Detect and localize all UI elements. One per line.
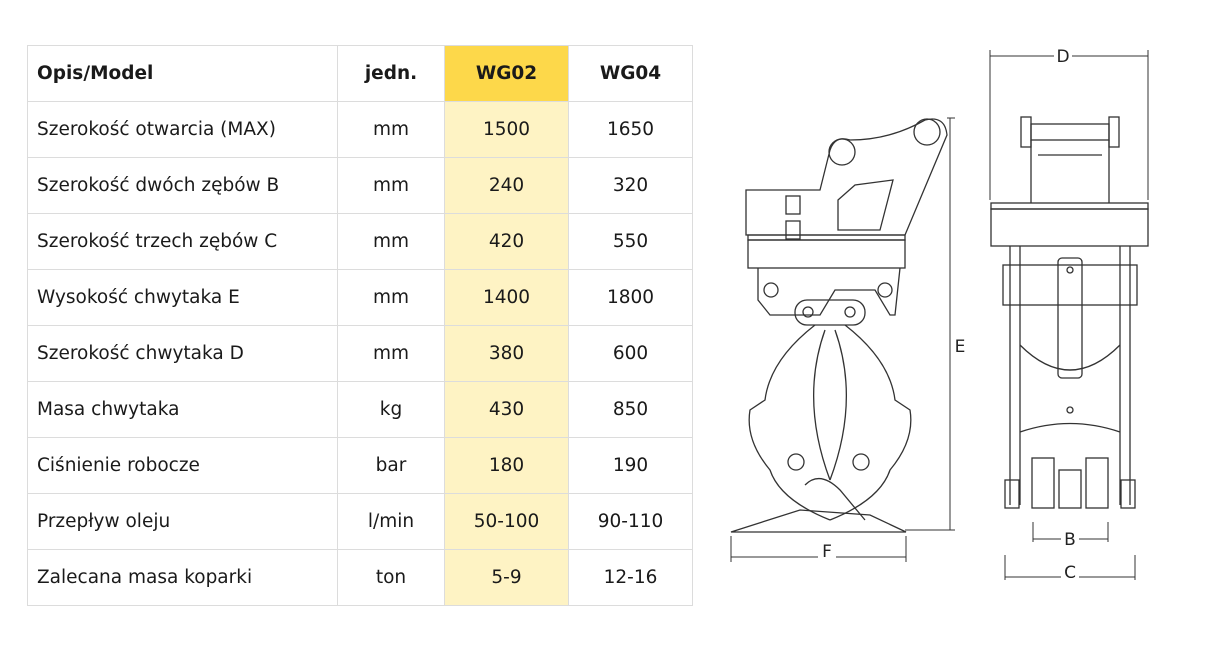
cell-wg02: 1500 — [444, 101, 569, 158]
cell-wg04: 1650 — [568, 101, 693, 158]
dimension-label-b: B — [1064, 530, 1076, 550]
cell-unit: l/min — [337, 493, 445, 550]
cell-description: Szerokość trzech zębów C — [27, 213, 338, 270]
cell-wg04: 90-110 — [568, 493, 693, 550]
dimension-lines — [730, 50, 1149, 580]
cell-description: Masa chwytaka — [27, 381, 338, 438]
table-row: Ciśnienie robocze bar 180 190 — [27, 437, 693, 494]
cell-wg02: 380 — [444, 325, 569, 382]
cell-wg04: 1800 — [568, 269, 693, 326]
cell-wg02: 50-100 — [444, 493, 569, 550]
front-view — [990, 116, 1149, 509]
header-description: Opis/Model — [27, 45, 338, 102]
cell-unit: ton — [337, 549, 445, 606]
cell-unit: mm — [337, 269, 445, 326]
side-view — [730, 118, 948, 533]
cell-wg02: 420 — [444, 213, 569, 270]
spec-table: Opis/Model jedn. WG02 WG04 Szerokość otw… — [27, 45, 693, 606]
cell-description: Szerokość otwarcia (MAX) — [27, 101, 338, 158]
cell-wg02: 5-9 — [444, 549, 569, 606]
cell-description: Szerokość dwóch zębów B — [27, 157, 338, 214]
table-header-row: Opis/Model jedn. WG02 WG04 — [27, 45, 693, 102]
cell-wg02: 240 — [444, 157, 569, 214]
cell-wg04: 850 — [568, 381, 693, 438]
cell-unit: mm — [337, 101, 445, 158]
cell-unit: kg — [337, 381, 445, 438]
header-model-wg02: WG02 — [444, 45, 569, 102]
cell-wg04: 190 — [568, 437, 693, 494]
cell-description: Zalecana masa koparki — [27, 549, 338, 606]
dimension-label-d: D — [1056, 47, 1069, 67]
dimension-label-f: F — [822, 542, 832, 562]
cell-unit: mm — [337, 157, 445, 214]
header-unit: jedn. — [337, 45, 445, 102]
cell-description: Szerokość chwytaka D — [27, 325, 338, 382]
dimension-label-e: E — [955, 337, 966, 357]
cell-wg04: 600 — [568, 325, 693, 382]
table-row: Szerokość otwarcia (MAX) mm 1500 1650 — [27, 101, 693, 158]
cell-wg04: 320 — [568, 157, 693, 214]
cell-wg04: 12-16 — [568, 549, 693, 606]
dimension-label-c: C — [1064, 563, 1076, 583]
table-row: Zalecana masa koparki ton 5-9 12-16 — [27, 549, 693, 606]
